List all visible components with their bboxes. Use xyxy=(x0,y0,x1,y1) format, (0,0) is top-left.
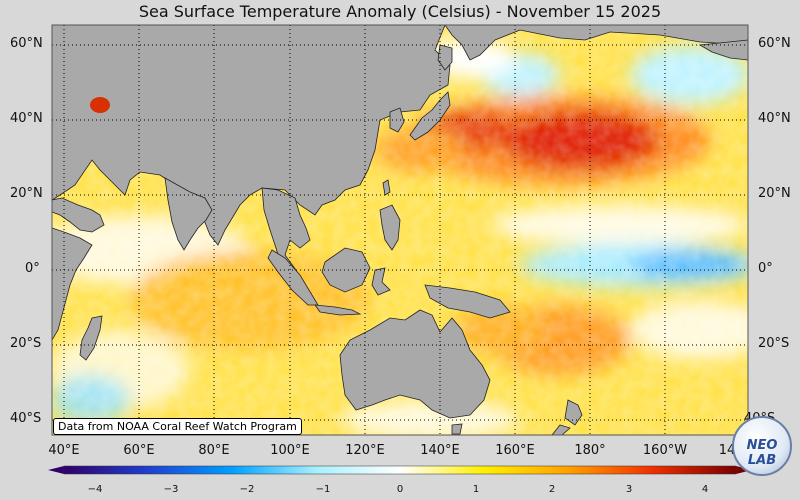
land-masses xyxy=(52,25,748,435)
data-credit: Data from NOAA Coral Reef Watch Program xyxy=(53,418,302,435)
colorbar-tick: 4 xyxy=(701,484,709,495)
lon-label: 160°E xyxy=(495,443,535,458)
map-title: Sea Surface Temperature Anomaly (Celsius… xyxy=(138,2,662,21)
colorbar-tick: 1 xyxy=(472,484,480,495)
lat-label-right: 60°N xyxy=(758,36,791,51)
lon-label: 60°E xyxy=(123,443,155,458)
lat-label-left: 0° xyxy=(25,261,40,276)
lon-label: 80°E xyxy=(198,443,230,458)
lat-label-left: 60°N xyxy=(10,36,43,51)
neo-lab-logo: NEO LAB xyxy=(732,416,792,476)
lat-label-left: 40°S xyxy=(10,411,42,426)
caspian-warm-patch xyxy=(90,97,110,113)
colorbar-tick: 3 xyxy=(625,484,633,495)
lat-label-right: 20°S xyxy=(758,336,790,351)
colorbar-tick: −2 xyxy=(239,484,255,495)
anomaly-field xyxy=(52,25,748,435)
lat-label-right: 40°N xyxy=(758,111,791,126)
logo-text: NEO LAB xyxy=(746,438,778,468)
colorbar-tick: 0 xyxy=(396,484,404,495)
lat-label-left: 40°N xyxy=(10,111,43,126)
lat-label-left: 20°S xyxy=(10,336,42,351)
lon-label: 180° xyxy=(574,443,606,458)
lon-label: 140°E xyxy=(420,443,460,458)
lon-label: 120°E xyxy=(345,443,385,458)
lat-label-right: 0° xyxy=(758,261,773,276)
lon-label: 100°E xyxy=(270,443,310,458)
lon-label: 160°W xyxy=(642,443,688,458)
colorbar-tick: −4 xyxy=(87,484,103,495)
colorbar-tick: −3 xyxy=(163,484,179,495)
colorbar-tick: 2 xyxy=(548,484,556,495)
lat-label-left: 20°N xyxy=(10,186,43,201)
lon-label: 40°E xyxy=(48,443,80,458)
colorbar-tick: −1 xyxy=(315,484,331,495)
colorbar xyxy=(48,465,752,475)
map-frame xyxy=(51,24,749,436)
lon-label: 14 xyxy=(718,443,736,458)
lat-label-right: 20°N xyxy=(758,186,791,201)
